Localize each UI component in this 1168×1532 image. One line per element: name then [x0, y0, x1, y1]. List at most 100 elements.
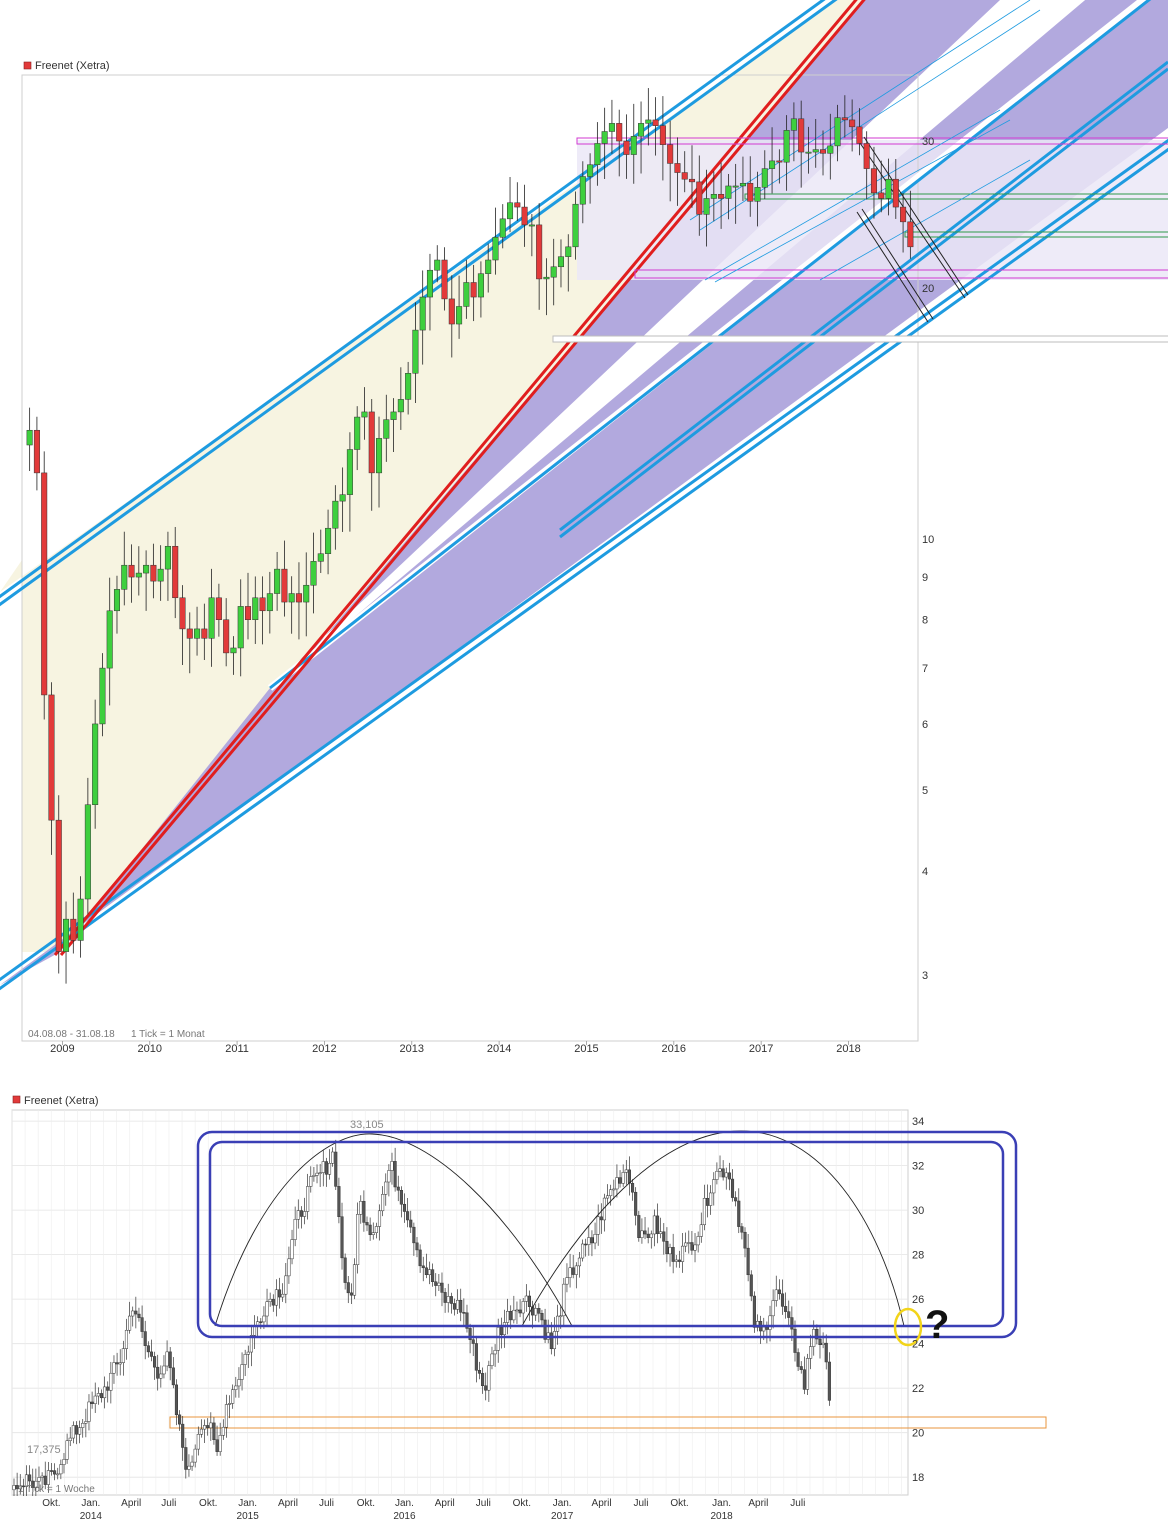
monthly-x-tick: 2013 — [400, 1043, 424, 1055]
weekly-candle — [249, 1324, 253, 1367]
weekly-candle — [827, 1352, 831, 1406]
monthly-candle — [470, 264, 477, 322]
monthly-candle — [339, 467, 346, 532]
monthly-candle — [274, 551, 281, 611]
monthly-candle — [26, 407, 33, 472]
weekly-candle — [143, 1320, 147, 1360]
weekly-candle — [612, 1179, 616, 1200]
monthly-candle — [55, 795, 62, 974]
weekly-candle — [659, 1217, 663, 1239]
weekly-candle — [40, 1472, 44, 1490]
weekly-candle — [140, 1305, 144, 1339]
red-trendline — [53, 0, 866, 956]
monthly-candle — [237, 579, 244, 677]
weekly-candle — [134, 1296, 138, 1329]
weekly-candle — [15, 1472, 19, 1496]
weekly-candle — [431, 1263, 435, 1287]
weekly-candle — [818, 1326, 822, 1359]
weekly-candle — [153, 1351, 157, 1380]
weekly-candle — [721, 1160, 725, 1181]
weekly-candle — [277, 1277, 282, 1309]
weekly-candle — [484, 1372, 488, 1401]
monthly-candle — [623, 114, 630, 179]
weekly-x-axis: Okt. Jan. 2014 April Juli Okt. Jan. 2015 April Ju… — [42, 1498, 805, 1522]
monthly-candle — [528, 213, 535, 257]
weekly-x-tick: Juli — [633, 1498, 648, 1509]
weekly-candle — [565, 1263, 569, 1293]
gray-support-box — [552, 335, 1168, 343]
weekly-candle — [190, 1455, 194, 1471]
monthly-candle — [179, 585, 186, 665]
weekly-candles — [12, 1139, 831, 1496]
weekly-candle — [624, 1160, 628, 1185]
monthly-candle — [128, 544, 135, 603]
weekly-candle — [456, 1289, 460, 1314]
weekly-title: Freenet (Xetra) — [24, 1095, 99, 1107]
weekly-candle — [178, 1410, 182, 1431]
weekly-candle — [402, 1193, 407, 1223]
monthly-y-tick: 4 — [922, 866, 928, 878]
weekly-candle — [365, 1216, 369, 1232]
high-label: 33,105 — [350, 1119, 384, 1131]
weekly-candle — [59, 1459, 63, 1480]
weekly-y-tick: 28 — [912, 1250, 924, 1262]
weekly-candle — [802, 1356, 806, 1395]
weekly-x-tick: Okt. — [357, 1498, 375, 1509]
weekly-candle — [468, 1323, 472, 1354]
weekly-candle — [168, 1347, 172, 1381]
weekly-candle — [593, 1222, 597, 1250]
monthly-candle — [645, 88, 652, 146]
weekly-x-tick: Jan. — [238, 1498, 257, 1509]
monthly-candle — [33, 416, 40, 491]
weekly-candle — [518, 1299, 522, 1318]
weekly-candle — [181, 1416, 185, 1461]
weekly-candle — [87, 1394, 91, 1431]
weekly-x-tick: Okt. — [513, 1498, 531, 1509]
weekly-y-tick: 32 — [912, 1161, 924, 1173]
orange-support-box — [169, 1416, 1047, 1429]
weekly-candle — [368, 1217, 372, 1241]
weekly-candle — [324, 1157, 328, 1187]
weekly-candle — [702, 1184, 706, 1231]
monthly-candle — [841, 95, 848, 138]
weekly-candle — [74, 1421, 79, 1445]
weekly-candle — [409, 1210, 413, 1233]
monthly-candle — [885, 158, 892, 216]
monthly-candle — [900, 193, 907, 253]
weekly-candle — [306, 1173, 310, 1220]
monthly-candle — [354, 406, 361, 471]
weekly-candle — [787, 1300, 791, 1328]
weekly-candle — [96, 1387, 100, 1405]
weekly-candle — [493, 1344, 497, 1367]
monthly-candle — [608, 99, 615, 154]
weekly-x-tick: April — [278, 1498, 298, 1509]
weekly-candle — [352, 1258, 357, 1300]
weekly-candle — [440, 1272, 444, 1307]
weekly-candle — [665, 1227, 669, 1263]
weekly-candle — [396, 1175, 400, 1202]
weekly-candle — [574, 1262, 578, 1289]
monthly-candle — [681, 151, 688, 193]
monthly-candle — [426, 253, 433, 331]
weekly-candle — [340, 1202, 344, 1270]
weekly-candle — [499, 1317, 503, 1349]
highlight-circle — [893, 1307, 923, 1347]
weekly-candle — [562, 1278, 566, 1326]
monthly-candle — [215, 583, 222, 637]
weekly-candle — [121, 1340, 125, 1376]
monthly-candle — [812, 118, 819, 168]
weekly-candle — [356, 1202, 360, 1274]
weekly-candle — [53, 1463, 57, 1481]
monthly-candle — [652, 97, 659, 156]
weekly-candle — [502, 1309, 507, 1348]
monthly-candle — [601, 107, 608, 179]
monthly-candle — [106, 577, 113, 706]
weekly-candle — [506, 1298, 510, 1335]
monthly-x-tick: 2016 — [662, 1043, 686, 1055]
weekly-candle — [159, 1365, 163, 1388]
monthly-candle — [397, 367, 404, 430]
weekly-candle — [224, 1394, 228, 1438]
weekly-candle — [246, 1345, 250, 1368]
weekly-candle — [346, 1276, 350, 1304]
weekly-candle — [334, 1139, 338, 1190]
